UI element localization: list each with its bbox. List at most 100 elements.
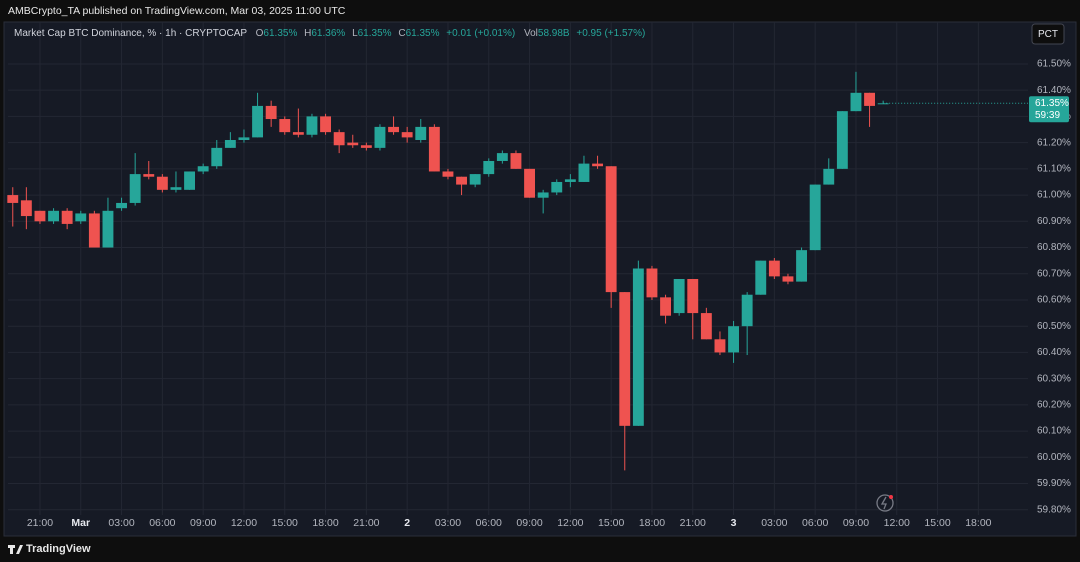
candle (836, 111, 848, 169)
y-tick-label: 61.00% (1037, 190, 1071, 201)
candle-body (700, 313, 712, 340)
candle-body (728, 326, 739, 353)
candle-body (469, 174, 481, 185)
volume-key: Vol (524, 28, 538, 39)
candle (619, 292, 631, 471)
candle-body (864, 92, 875, 106)
x-tick-label: 15:00 (272, 517, 298, 529)
y-tick-label: 60.70% (1037, 268, 1071, 279)
x-tick-label: 12:00 (884, 517, 910, 529)
last-price-label: 61.35% (1035, 98, 1069, 109)
candle (796, 247, 807, 282)
candle (687, 278, 699, 340)
candle (292, 108, 304, 138)
candle-body (483, 160, 495, 175)
candle-body (374, 126, 386, 148)
candle-body (605, 166, 617, 293)
candle-body (578, 163, 590, 182)
candle (632, 260, 644, 426)
candle (864, 92, 875, 127)
x-tick-label: 21:00 (680, 517, 706, 529)
candle-body (537, 192, 549, 198)
scale-button[interactable] (1031, 23, 1065, 45)
candle (102, 197, 114, 248)
candle-body (143, 174, 155, 177)
x-tick-label: 06:00 (802, 517, 828, 529)
candle-body (564, 179, 576, 182)
x-tick-label: 03:00 (435, 517, 461, 529)
candle (700, 307, 712, 340)
candle (456, 176, 467, 196)
candle (279, 116, 291, 135)
candle (388, 116, 399, 135)
y-tick-label: 60.60% (1037, 295, 1071, 306)
candle (714, 331, 726, 356)
x-tick-label: 06:00 (149, 517, 175, 529)
candle-body (850, 92, 862, 112)
x-tick-label: Mar (71, 517, 90, 529)
alert-bolt[interactable] (880, 496, 887, 510)
legend-change: +0.01 (+0.01%) (446, 28, 515, 39)
legend-value: 61.36% (311, 28, 345, 39)
publisher-line: AMBCrypto_TA published on TradingView.co… (8, 5, 346, 17)
candle (564, 174, 576, 188)
candle (605, 166, 617, 308)
x-tick-label: 03:00 (761, 517, 787, 529)
alert-circle[interactable] (876, 494, 894, 512)
footer-logo: TradingView (8, 543, 91, 555)
chart-title: Market Cap BTC Dominance, % · 1h · CRYPT… (14, 28, 247, 39)
candle-body (428, 126, 440, 172)
candle-body (496, 153, 508, 161)
x-tick-label: 21:00 (353, 517, 379, 529)
volume-change: +0.95 (+1.57%) (576, 28, 645, 39)
x-tick-label: 2 (404, 517, 410, 529)
x-tick-label: 09:00 (516, 517, 542, 529)
alert-icon[interactable] (876, 494, 894, 512)
candle-body (238, 137, 250, 141)
x-tick-label: 03:00 (108, 517, 134, 529)
candle-body (687, 278, 699, 314)
candle (20, 187, 32, 230)
candle-body (510, 153, 522, 169)
y-tick-label: 60.20% (1037, 400, 1071, 411)
legend-key: O (256, 28, 264, 39)
candle (7, 187, 19, 227)
candle (537, 189, 549, 214)
y-tick-label: 61.40% (1037, 85, 1071, 96)
legend-line: Market Cap BTC Dominance, % · 1h · CRYPT… (14, 28, 645, 39)
candle (184, 171, 195, 190)
candle-body (401, 132, 413, 138)
candle-body (619, 292, 631, 426)
scale-button-label[interactable]: PCT (1038, 29, 1058, 40)
candle (578, 155, 590, 182)
x-tick-label: 18:00 (312, 517, 338, 529)
candle (496, 150, 508, 164)
y-tick-label: 60.90% (1037, 216, 1071, 227)
x-tick-label: 09:00 (843, 517, 869, 529)
candle (469, 174, 481, 188)
candle-body (782, 276, 794, 282)
candle (265, 100, 277, 127)
candle (850, 71, 862, 112)
candle-body (197, 166, 209, 172)
candle-body (116, 202, 127, 209)
candle-body (524, 168, 535, 198)
candle (768, 258, 780, 279)
y-tick-label: 61.10% (1037, 163, 1071, 174)
candle-body (809, 184, 821, 251)
y-tick-label: 60.10% (1037, 426, 1071, 437)
candle-body (320, 116, 331, 133)
candle (252, 92, 263, 138)
candle (510, 150, 522, 169)
candle (673, 278, 685, 316)
candle-body (347, 142, 359, 146)
candle-body (61, 210, 73, 224)
candle-body (333, 132, 345, 146)
candle-body (456, 176, 467, 185)
candle-body (551, 181, 563, 193)
candle-body (415, 126, 427, 141)
legend-value: 61.35% (358, 28, 392, 39)
candle-body (660, 297, 671, 316)
y-tick-label: 60.40% (1037, 347, 1071, 358)
